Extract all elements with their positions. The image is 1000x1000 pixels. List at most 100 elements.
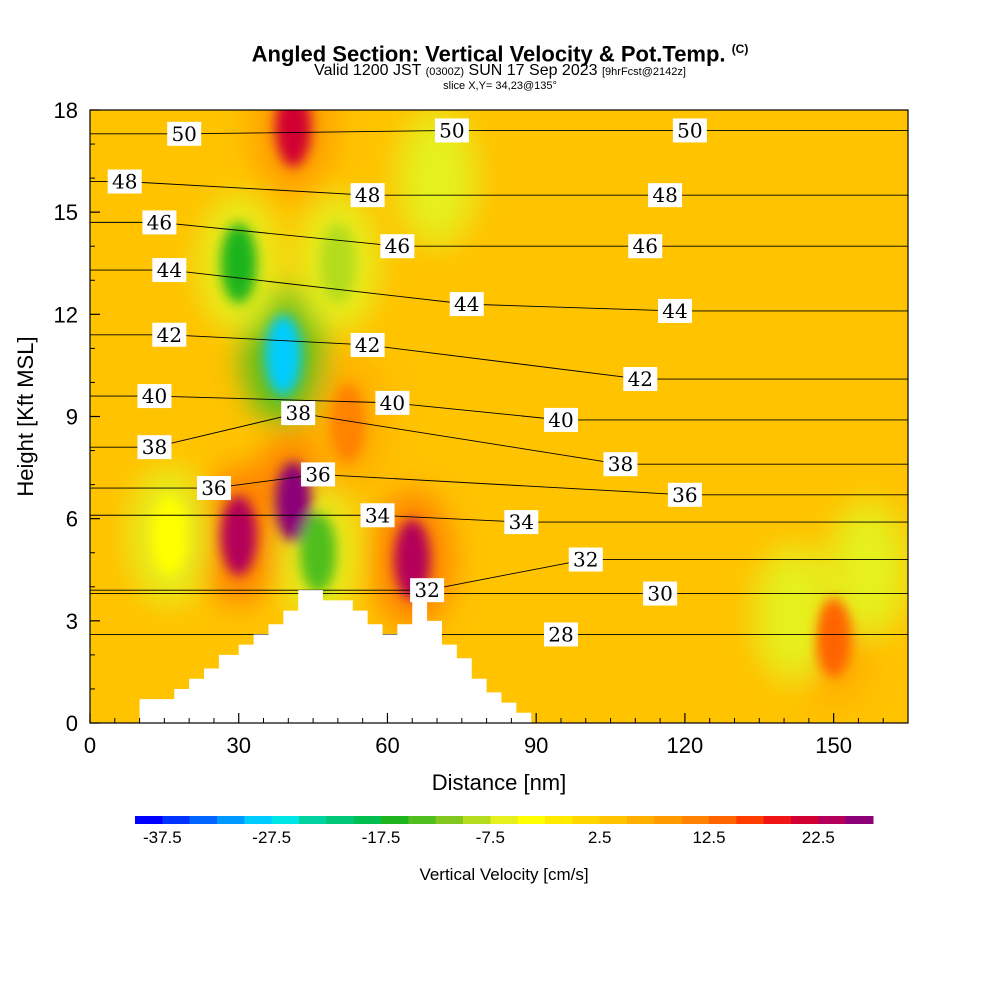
colorbar-swatch	[818, 816, 847, 824]
contour-label-box	[137, 384, 172, 409]
y-tick-label: 18	[54, 98, 78, 123]
colorbar-swatch	[845, 816, 874, 824]
contour-label: 28	[548, 622, 573, 646]
contour-label: 34	[365, 503, 390, 527]
colorbar-tick-label: -27.5	[252, 828, 291, 847]
contour-label-box	[281, 401, 316, 426]
contour-label: 32	[573, 548, 598, 572]
contour-label-box	[142, 210, 177, 235]
velocity-core	[265, 315, 302, 396]
colorbar: -37.5 -27.5 -17.5 -7.5 2.5 12.5 22.5 Vertical V…	[135, 816, 874, 884]
colorbar-swatch	[545, 816, 573, 824]
contour-label: 40	[548, 408, 573, 432]
contour-label-box	[375, 390, 410, 415]
colorbar-swatch	[681, 816, 710, 824]
contour-label-box	[628, 234, 663, 259]
y-axis-title: Height [Kft MSL]	[13, 336, 38, 496]
contour-label-box	[568, 547, 603, 572]
colorbar-swatch	[299, 816, 327, 824]
contour-label: 44	[454, 292, 479, 316]
y-tick-label: 9	[66, 405, 78, 430]
contour-labels: 50 50 50 48 48 48 46 46 46 44 44 44 42 42 42 40 40 40 38 38…	[107, 118, 707, 647]
colorbar-swatch	[353, 816, 382, 824]
contour-label-box	[623, 367, 658, 392]
velocity-core	[220, 495, 257, 576]
x-tick-label: 150	[815, 733, 852, 758]
slice-info: slice X,Y= 34,23@135°	[443, 80, 557, 93]
plot-area: 50 50 50 48 48 48 46 46 46 44 44 44 42 42 42 40 40 40 38 38…	[90, 110, 908, 723]
contour-label: 40	[142, 384, 167, 408]
contour-label: 46	[633, 234, 658, 258]
contour-label: 38	[142, 435, 167, 459]
y-tick-label: 6	[66, 507, 78, 532]
x-axis-title: Distance [nm]	[432, 770, 567, 795]
contour-label: 32	[414, 578, 439, 602]
colorbar-swatch	[572, 816, 601, 824]
colorbar-swatch	[654, 816, 683, 824]
colorbar-tick-label: -37.5	[143, 828, 182, 847]
forecast-info: [9hrFcst@2142z]	[601, 66, 686, 79]
contour-label-box	[504, 510, 539, 535]
contour-label: 50	[171, 122, 196, 146]
contour-label: 50	[439, 118, 464, 142]
contour-label: 48	[355, 183, 380, 207]
x-tick-label: 0	[84, 733, 96, 758]
colorbar-swatch	[326, 816, 355, 824]
colorbar-tick-label: -17.5	[362, 828, 401, 847]
contour-label: 30	[647, 582, 672, 606]
contour-label: 36	[305, 462, 330, 486]
velocity-core	[775, 574, 812, 655]
contour-label: 44	[662, 299, 687, 323]
contour-label-box	[380, 234, 415, 259]
y-tick-label: 12	[54, 302, 78, 327]
contour-label-box	[167, 121, 202, 146]
velocity-core	[419, 138, 456, 219]
colorbar-swatch	[408, 816, 437, 824]
contour-label: 46	[385, 234, 410, 258]
contour-label-box	[107, 169, 142, 194]
contour-label-box	[152, 322, 187, 347]
y-tick-label: 15	[54, 200, 78, 225]
colorbar-tick-label: 12.5	[692, 828, 725, 847]
terrain	[90, 590, 532, 723]
colorbar-swatch	[709, 816, 737, 824]
contour-label-box	[152, 258, 187, 283]
contour-label-box	[350, 183, 385, 208]
contour-label: 48	[112, 170, 137, 194]
chart-title: Angled Section: Vertical Velocity & Pot.…	[251, 41, 749, 67]
contour-label-box	[643, 581, 678, 606]
colorbar-swatch	[463, 816, 491, 824]
chart-subtitle: Valid 1200 JST (0300Z) SUN 17 Sep 2023 […	[314, 62, 686, 80]
colorbar-swatch	[217, 816, 245, 824]
contour-label-box	[360, 503, 395, 528]
isentrope-line	[90, 559, 908, 591]
contour-label: 36	[201, 476, 226, 500]
contour-label-box	[434, 118, 469, 143]
velocity-core	[815, 597, 852, 678]
velocity-core	[319, 223, 356, 304]
contour-label-box	[350, 332, 385, 357]
colorbar-swatch	[791, 816, 819, 824]
contour-label: 38	[608, 452, 633, 476]
contour-label: 42	[355, 333, 380, 357]
contour-label: 48	[652, 183, 677, 207]
contour-label: 40	[380, 391, 405, 415]
x-tick-label: 90	[524, 733, 548, 758]
y-tick-label: 3	[66, 609, 78, 634]
contour-label-box	[196, 476, 231, 501]
contour-label-box	[410, 578, 445, 603]
contour-label-box	[137, 435, 172, 460]
colorbar-swatch	[517, 816, 546, 824]
x-tick-label: 30	[226, 733, 250, 758]
colorbar-tick-label: 22.5	[802, 828, 835, 847]
contour-label: 50	[677, 118, 702, 142]
colorbar-swatch	[381, 816, 409, 824]
contour-label-box	[672, 118, 707, 143]
contour-label: 46	[147, 210, 172, 234]
colorbar-swatch	[599, 816, 628, 824]
colorbar-swatch	[244, 816, 273, 824]
contour-label-box	[301, 462, 336, 487]
field-layer	[90, 110, 908, 723]
valid-utc: (0300Z)	[425, 66, 465, 79]
